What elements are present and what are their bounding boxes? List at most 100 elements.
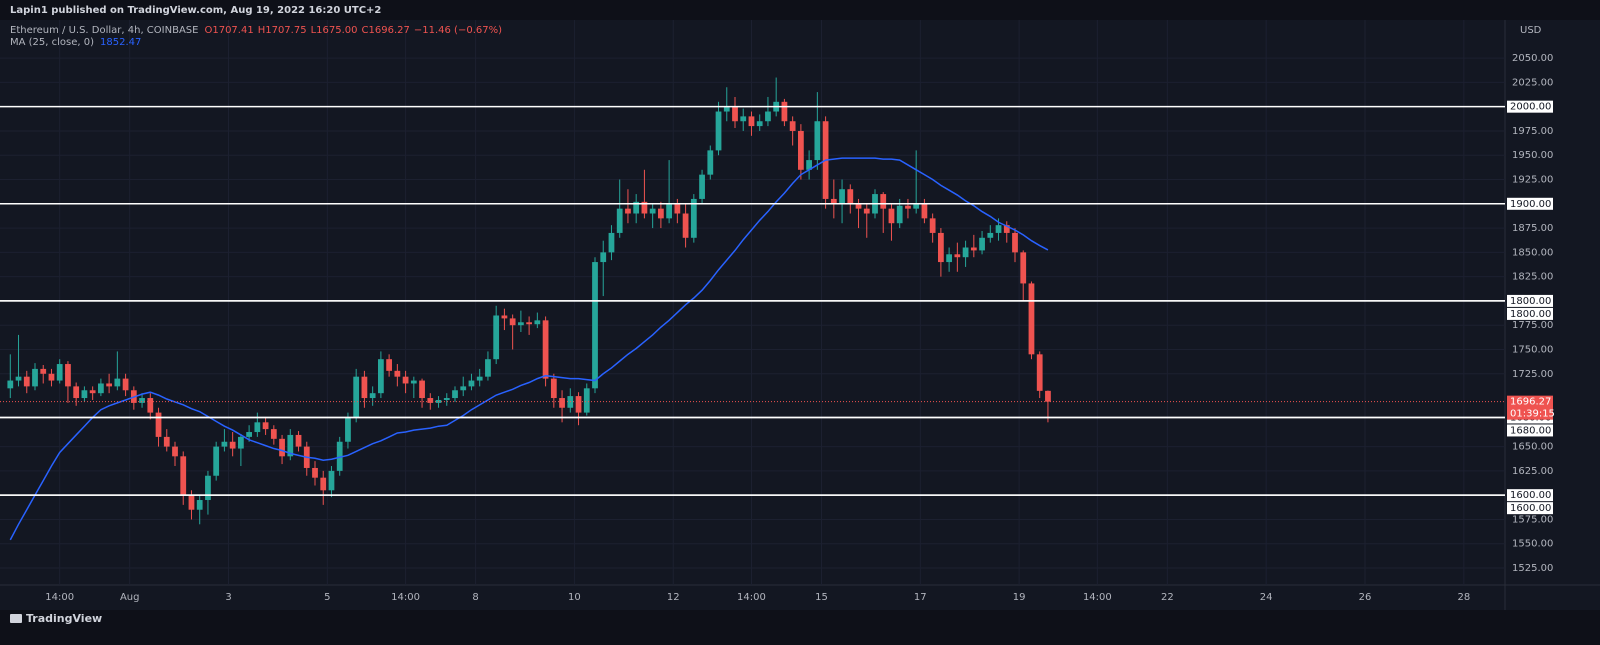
candle-body (40, 368, 47, 374)
footer-text: TradingView (26, 612, 102, 625)
candle-body (238, 436, 244, 449)
candle-body (410, 380, 417, 384)
x-tick-label: 14:00 (1083, 592, 1112, 603)
candle-body (270, 429, 277, 439)
level-label: 1680.00 (1510, 425, 1551, 436)
candle-body (905, 205, 911, 209)
candle-body (361, 376, 368, 399)
level-label-box (1507, 100, 1553, 113)
candle-body (65, 364, 71, 387)
candle-body (320, 477, 327, 491)
candle-body (518, 322, 524, 326)
candle-body (616, 208, 623, 233)
candle-body (48, 373, 55, 381)
y-tick-label: 1850.00 (1512, 247, 1553, 258)
candle-body (649, 208, 656, 214)
candle-body (888, 208, 895, 224)
candle-body (1012, 232, 1018, 253)
candle-body (625, 208, 631, 214)
moving-average (9, 157, 1049, 541)
candle-body (798, 130, 804, 170)
candle-body (658, 208, 664, 219)
candle-body (592, 262, 598, 389)
candle-body (756, 121, 763, 127)
candle-body (863, 208, 870, 214)
y-tick-label: 1925.00 (1512, 175, 1553, 186)
y-tick-label: 1775.00 (1512, 320, 1553, 331)
candle-body (476, 376, 483, 381)
candle-body (378, 359, 384, 394)
footer-bar (0, 610, 1600, 645)
candle-body (386, 359, 392, 371)
candle-body (180, 456, 187, 496)
candle-body (485, 359, 491, 377)
candle-body (23, 376, 30, 387)
y-tick-label: 1550.00 (1512, 539, 1553, 550)
candle-body (336, 441, 343, 471)
candle-body (254, 422, 261, 433)
level-label-box (1507, 307, 1553, 320)
candle-body (1020, 252, 1027, 284)
candle-body (188, 495, 195, 510)
level-label-box (1507, 294, 1553, 307)
candle-body (213, 446, 220, 476)
candle-body (699, 174, 705, 199)
candle-body (534, 320, 541, 325)
header-bar (0, 0, 1600, 20)
candle-body (353, 376, 360, 418)
ma-name: MA (25, close, 0) (10, 37, 94, 48)
candle-body (970, 247, 977, 251)
grid (0, 20, 1505, 585)
candle-body (328, 470, 335, 491)
x-tick-label: 14:00 (391, 592, 420, 603)
candle-body (550, 378, 557, 399)
candle-body (501, 315, 508, 319)
y-tick-label: 1950.00 (1512, 150, 1553, 161)
y-tick-label: 2025.00 (1512, 77, 1553, 88)
level-label: 1800.00 (1510, 296, 1551, 307)
candle-body (600, 252, 607, 263)
y-tick-label: 1825.00 (1512, 272, 1553, 283)
level-label-box (1507, 489, 1553, 502)
candle-body (995, 225, 1002, 233)
candle-body (295, 434, 302, 447)
candle-body (575, 396, 582, 413)
candle-body (946, 254, 952, 263)
x-tick-label: 19 (1013, 592, 1026, 603)
candle-body (954, 254, 961, 258)
candle-body (114, 378, 121, 387)
x-tick-label: 28 (1457, 592, 1470, 603)
last-price-box (1507, 395, 1553, 420)
x-tick-label: 12 (667, 592, 680, 603)
x-tick-label: 24 (1260, 592, 1273, 603)
axis-unit: USD (1520, 25, 1542, 36)
x-tick-label: 10 (568, 592, 581, 603)
level-label: 1900.00 (1510, 199, 1551, 210)
candle-body (443, 398, 450, 400)
candle-body (7, 380, 14, 389)
ohlc-value: L1675.00 (311, 25, 358, 36)
candle-body (106, 383, 112, 387)
level-label: 2000.00 (1510, 102, 1551, 113)
ma-value: 1852.47 (100, 37, 141, 48)
candle-body (1028, 283, 1035, 355)
candle-body (690, 198, 697, 238)
candle-body (542, 320, 549, 379)
level-label-box (1507, 424, 1553, 437)
candle-body (369, 393, 376, 399)
candle-body (641, 201, 648, 214)
y-tick-label: 1725.00 (1512, 369, 1553, 380)
candle-body (196, 500, 203, 510)
candle-body (172, 446, 178, 457)
level-label: 1600.00 (1510, 503, 1551, 514)
x-tick-label: 17 (914, 592, 927, 603)
candle-body (287, 434, 294, 457)
candle-body (509, 318, 516, 326)
x-tick-label: 22 (1161, 592, 1174, 603)
candle-body (608, 232, 615, 253)
ohlc-value: −11.46 (−0.67%) (414, 25, 502, 36)
level-label-box (1507, 502, 1553, 515)
candle-body (987, 232, 994, 238)
candle-body (139, 398, 145, 403)
